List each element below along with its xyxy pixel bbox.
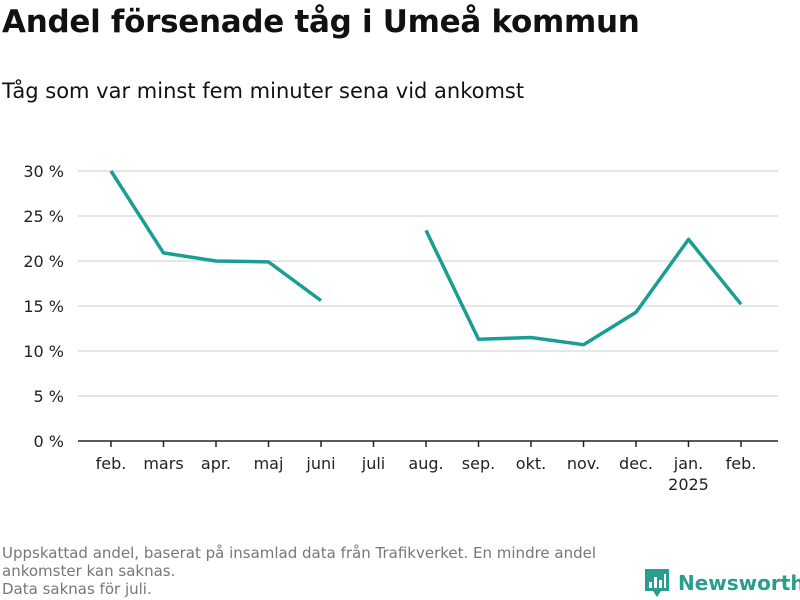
line-chart: 0 % 5 % 10 % 15 % 20 % 25 % 30 % feb. mars apr. m… [23,162,778,494]
x-tick-label: juli [361,454,385,473]
chart-title: Andel försenade tåg i Umeå kommun [2,4,640,40]
x-tick-sublabel: 2025 [668,475,709,494]
y-tick-label: 5 % [34,387,64,406]
chart-subtitle: Tåg som var minst fem minuter sena vid a… [2,79,525,103]
x-tick-label: aug. [408,454,443,473]
x-tick-label: apr. [201,454,231,473]
footnote-line-1: Uppskattad andel, baserat på insamlad da… [2,544,597,580]
series-line [109,170,323,303]
x-tick-label: feb. [726,454,757,473]
footnote: Uppskattad andel, baserat på insamlad da… [2,544,642,598]
x-tick-label: sep. [462,454,495,473]
x-axis-ticks: feb. mars apr. maj juni juli aug. sep. okt. nov. d… [96,441,757,494]
series-line [424,229,743,347]
x-tick-label: okt. [516,454,546,473]
y-tick-label: 25 % [23,207,64,226]
x-tick-label: nov. [567,454,600,473]
y-tick-label: 30 % [23,162,64,181]
y-tick-label: 20 % [23,252,64,271]
y-tick-label: 10 % [23,342,64,361]
grid-lines [78,170,778,397]
x-tick-label: maj [254,454,284,473]
x-tick-label: jan. [673,454,703,473]
x-tick-label: juni [305,454,335,473]
y-tick-label: 0 % [34,432,64,451]
brand-logo: Newsworthy [644,568,800,598]
footnote-line-2: Data saknas för juli. [2,580,152,598]
brand-name: Newsworthy [678,571,800,595]
series-layer [109,170,743,347]
y-axis-ticks: 0 % 5 % 10 % 15 % 20 % 25 % 30 % [23,162,64,451]
x-tick-label: dec. [619,454,653,473]
x-tick-label: mars [143,454,183,473]
y-tick-label: 15 % [23,297,64,316]
x-tick-label: feb. [96,454,127,473]
newsworthy-logo-icon [645,569,669,597]
